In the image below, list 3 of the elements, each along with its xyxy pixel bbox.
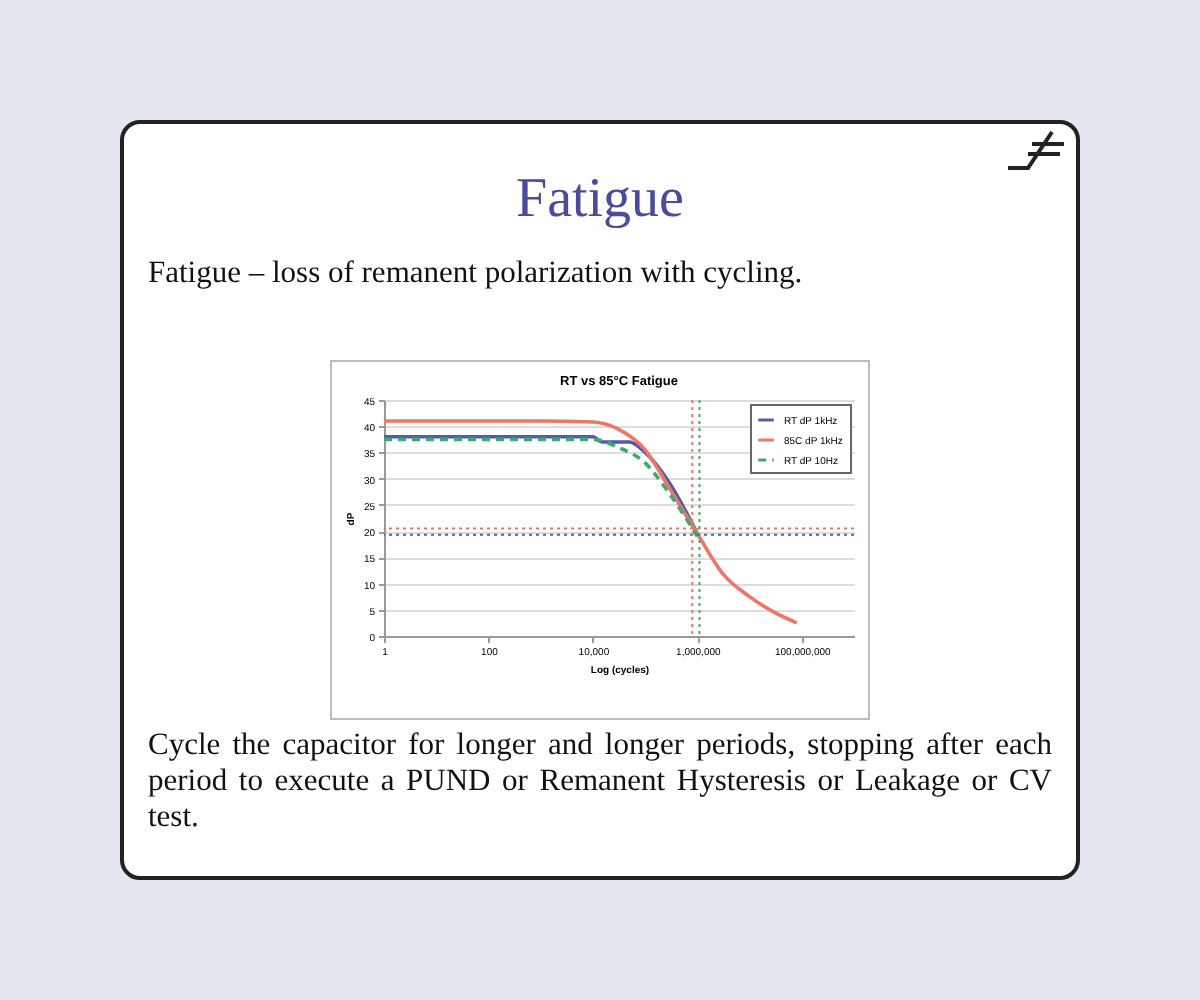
text: Cycle the capacitor for longer and longer periods, stopping after each period to execute a PUND or Remanent Hysteresis or Leakage or CV test. [148,728,1052,836]
text: Fatigue – loss of remanent polarization with cycling. [148,256,803,292]
text: Fatigue [514,168,686,232]
